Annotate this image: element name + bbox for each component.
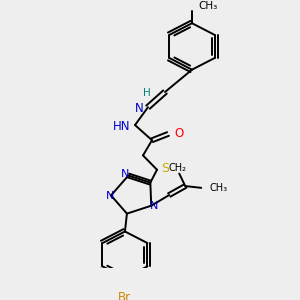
Text: O: O xyxy=(174,128,183,140)
Text: N: N xyxy=(135,103,144,116)
Text: N: N xyxy=(150,201,158,211)
Text: CH₃: CH₃ xyxy=(209,183,227,193)
Text: S: S xyxy=(161,162,169,175)
Text: N: N xyxy=(106,191,114,201)
Text: CH₃: CH₃ xyxy=(198,1,217,11)
Text: Br: Br xyxy=(118,291,131,300)
Text: H: H xyxy=(143,88,151,98)
Text: N: N xyxy=(121,169,130,179)
Text: HN: HN xyxy=(112,120,130,133)
Text: CH₂: CH₂ xyxy=(168,163,186,173)
